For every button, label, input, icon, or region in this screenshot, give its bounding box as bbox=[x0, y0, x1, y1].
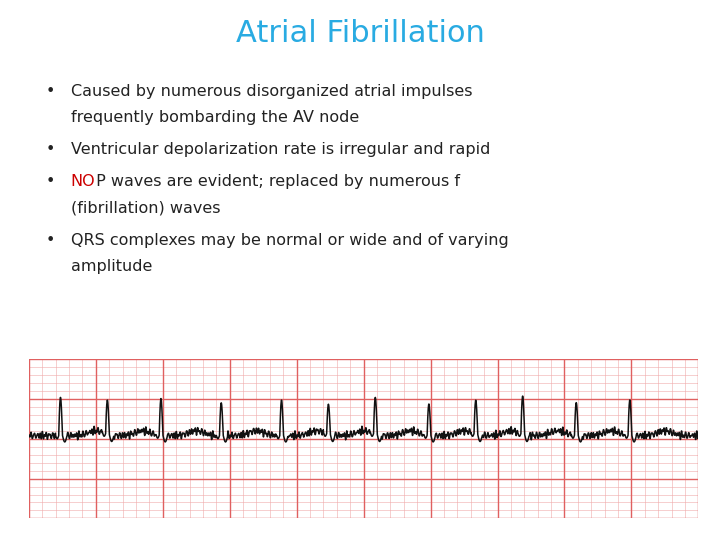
Text: Caused by numerous disorganized atrial impulses: Caused by numerous disorganized atrial i… bbox=[71, 84, 472, 99]
Text: P waves are evident; replaced by numerous f: P waves are evident; replaced by numerou… bbox=[91, 174, 460, 190]
Text: •: • bbox=[45, 174, 55, 190]
Text: frequently bombarding the AV node: frequently bombarding the AV node bbox=[71, 110, 359, 125]
Text: •: • bbox=[45, 233, 55, 248]
Text: Atrial Fibrillation: Atrial Fibrillation bbox=[235, 19, 485, 48]
Text: QRS complexes may be normal or wide and of varying: QRS complexes may be normal or wide and … bbox=[71, 233, 508, 248]
Text: NO: NO bbox=[71, 174, 95, 190]
Text: •: • bbox=[45, 142, 55, 157]
Text: amplitude: amplitude bbox=[71, 259, 152, 274]
Text: •: • bbox=[45, 84, 55, 99]
Text: Ventricular depolarization rate is irregular and rapid: Ventricular depolarization rate is irreg… bbox=[71, 142, 490, 157]
Text: (fibrillation) waves: (fibrillation) waves bbox=[71, 200, 220, 215]
